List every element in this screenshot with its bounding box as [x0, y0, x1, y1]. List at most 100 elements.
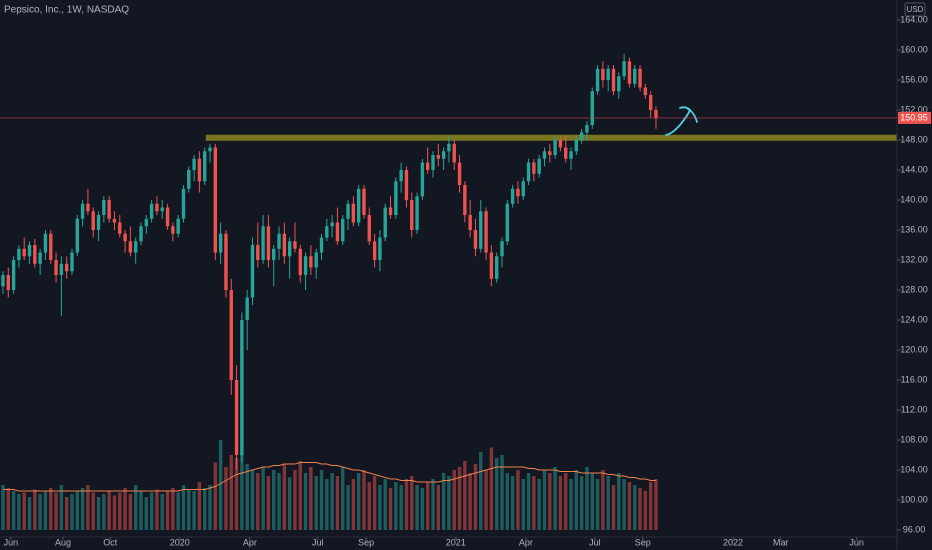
candle-body — [521, 181, 525, 197]
volume-bar — [309, 467, 313, 530]
volume-bar — [133, 485, 138, 530]
y-tick-label: 164.00 — [900, 14, 928, 24]
volume-bar — [601, 470, 605, 530]
candle-body — [617, 76, 621, 92]
y-tick-label: 120.00 — [900, 344, 928, 354]
volume-bar — [224, 467, 228, 530]
y-tick-label: 152.00 — [900, 104, 928, 114]
volume-bar — [272, 470, 276, 530]
candle-body — [431, 155, 435, 171]
candle-body — [452, 143, 456, 163]
volume-bar — [521, 479, 525, 530]
candle-body — [272, 248, 276, 261]
volume-bar — [33, 489, 37, 530]
y-tick-label: 160.00 — [900, 44, 928, 54]
volume-bar — [441, 473, 446, 530]
x-tick-label: 2021 — [446, 537, 466, 547]
candle-body — [330, 222, 334, 227]
x-tick-label: 2022 — [723, 537, 743, 547]
volume-bar — [516, 470, 520, 530]
volume-bar — [144, 497, 149, 530]
volume-bar — [229, 455, 233, 530]
volume-bar — [643, 491, 648, 530]
volume-bar — [457, 467, 462, 530]
volume-bar — [394, 482, 398, 530]
volume-bar — [627, 482, 632, 530]
candle-body — [341, 218, 345, 242]
candle-body — [139, 226, 143, 242]
candle-body — [468, 215, 472, 231]
candle-body — [627, 61, 632, 84]
last-price-label: 150.95 — [900, 112, 928, 122]
last-price-box — [898, 111, 931, 124]
y-tick-label: 144.00 — [900, 164, 928, 174]
candle-body — [1, 275, 5, 287]
y-tick-label: 156.00 — [900, 74, 928, 84]
volume-bar — [123, 488, 127, 530]
volume-bar — [171, 488, 175, 530]
volume-bar — [325, 479, 329, 530]
volume-bar — [112, 495, 117, 530]
volume-bar — [22, 492, 26, 530]
volume-bar — [479, 452, 483, 530]
currency-box — [904, 2, 926, 17]
volume-bar — [176, 492, 180, 530]
candle-body — [548, 151, 552, 156]
candle-body — [399, 170, 403, 182]
candle-body — [160, 207, 164, 212]
candle-body — [298, 248, 302, 276]
volume-bar — [542, 470, 547, 530]
x-tick-label: Apr — [519, 537, 533, 547]
y-tick-label: 112.00 — [901, 404, 928, 414]
candle-body — [256, 245, 260, 261]
candle-body — [436, 155, 441, 159]
y-tick-label: 124.00 — [900, 314, 928, 324]
candle-body — [245, 297, 249, 321]
volume-bar — [218, 440, 223, 530]
x-tick-label: Jun — [4, 537, 19, 547]
candle-body — [500, 241, 504, 257]
volume-bar — [590, 473, 594, 530]
candle-body — [394, 181, 398, 216]
volume-bar — [367, 482, 371, 530]
candle-body — [489, 252, 494, 279]
volume-bar — [6, 488, 10, 530]
chart-title: Pepsico, Inc., 1W, NASDAQ — [4, 5, 129, 16]
candle-body — [11, 260, 16, 291]
volume-bar — [622, 479, 626, 530]
y-tick-label: 108.00 — [900, 434, 928, 444]
candle-body — [133, 241, 138, 253]
volume-bar — [420, 488, 425, 530]
volume-bar — [346, 485, 350, 530]
volume-bar — [234, 458, 239, 530]
candle-body — [102, 200, 106, 216]
candle-body — [123, 233, 127, 242]
candle-body — [383, 207, 387, 238]
volume-bar — [495, 458, 499, 530]
volume-bar — [553, 467, 557, 530]
candle-body — [261, 226, 265, 261]
volume-bar — [356, 473, 361, 530]
volume-bar — [489, 447, 494, 530]
volume-bar — [330, 473, 334, 530]
candle-body — [479, 211, 483, 249]
volume-bar — [436, 485, 441, 530]
candle-body — [622, 61, 626, 77]
volume-bar — [468, 473, 472, 530]
volume-bar — [208, 485, 212, 530]
volume-bar — [192, 491, 196, 530]
volume-bar — [213, 462, 218, 530]
candle-body — [64, 263, 69, 272]
volume-bar — [500, 455, 504, 530]
volume-bar — [383, 479, 387, 530]
volume-bar — [558, 476, 563, 530]
candle-body — [558, 140, 563, 148]
volume-bar — [579, 476, 584, 530]
candle-body — [229, 290, 233, 381]
volume-bar — [298, 461, 302, 530]
volume-bar — [181, 485, 186, 530]
candle-body — [287, 241, 292, 257]
volume-bar — [378, 485, 382, 530]
candle-body — [192, 158, 196, 171]
candle-body — [224, 233, 228, 291]
